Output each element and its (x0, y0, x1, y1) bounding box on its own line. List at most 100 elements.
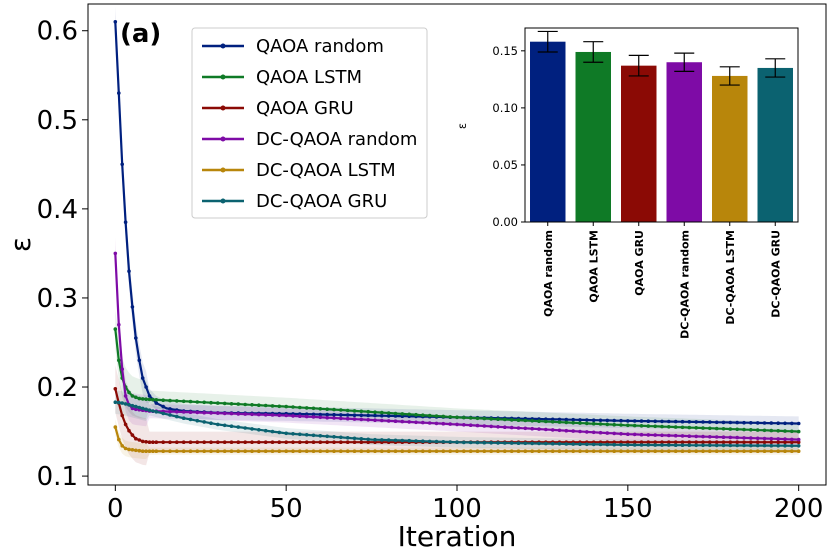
series-marker (291, 449, 295, 454)
series-marker (120, 401, 124, 405)
series-marker (714, 420, 719, 425)
series-marker (284, 413, 289, 418)
series-marker (284, 440, 289, 445)
series-marker (667, 433, 671, 438)
series-marker (462, 423, 466, 427)
series-marker (530, 419, 534, 423)
series-marker (796, 437, 801, 442)
main-plot: 0 50 100 150 200 0.1 0.2 0.3 0.4 0.5 0.6 Iteratio… (4, 3, 827, 553)
series-marker (769, 421, 774, 425)
series-marker (318, 449, 323, 454)
series-marker (776, 421, 780, 426)
series-marker (462, 449, 466, 454)
series-marker (154, 449, 159, 454)
series-marker (489, 449, 494, 454)
series-marker (168, 413, 172, 417)
series-marker (571, 429, 575, 433)
series-marker (578, 418, 582, 422)
series-marker (243, 402, 247, 407)
series-marker (339, 413, 343, 417)
series-marker (550, 428, 555, 432)
series-band (115, 365, 799, 466)
series-marker (373, 413, 377, 418)
series-marker (311, 433, 316, 438)
series-marker (591, 418, 596, 423)
main-y-tick-label: 0.4 (37, 195, 78, 225)
series-marker (209, 421, 213, 426)
series-marker (147, 394, 152, 398)
series-marker (626, 440, 630, 445)
legend-marker (220, 74, 226, 80)
series-marker (325, 449, 330, 454)
series-marker (181, 410, 186, 414)
series-marker (257, 412, 261, 417)
series-marker (144, 385, 148, 389)
series-marker (530, 441, 534, 446)
series-marker (421, 439, 425, 444)
series-marker (123, 402, 128, 406)
series-marker (455, 422, 459, 427)
series-marker (298, 414, 302, 419)
series-marker (557, 417, 562, 422)
series-marker (646, 433, 651, 437)
series-marker (564, 449, 569, 454)
series-band (115, 419, 799, 459)
series-marker (134, 407, 138, 412)
series-marker (366, 440, 371, 445)
series-marker (154, 440, 159, 445)
series-marker (345, 416, 350, 421)
series-marker (386, 414, 391, 418)
inset-y-ticks: 0.00 0.05 0.10 0.15 (492, 44, 525, 229)
series-marker (229, 424, 234, 429)
legend: QAOA random QAOA LSTM QAOA GRU DC-QAOA rand… (191, 27, 428, 219)
series-marker (598, 449, 603, 454)
series-marker (202, 449, 206, 454)
series-marker (708, 435, 712, 439)
series-marker (195, 418, 200, 423)
series-marker (209, 411, 213, 415)
series-marker (714, 449, 719, 454)
series-marker (537, 441, 541, 446)
main-x-tick-label: 100 (432, 494, 482, 524)
series-marker (646, 449, 651, 454)
series-marker (482, 449, 487, 454)
series-marker (352, 449, 357, 454)
series-marker (612, 422, 616, 427)
main-x-tick-label: 0 (107, 494, 124, 524)
series-marker (626, 419, 630, 423)
series-marker (721, 427, 726, 431)
series-marker (257, 403, 261, 408)
series-marker (441, 449, 446, 454)
main-y-tick-label: 0.1 (37, 462, 78, 492)
series-marker (687, 425, 692, 430)
series-marker (482, 440, 487, 445)
series-marker (386, 419, 391, 423)
series-marker (318, 434, 323, 438)
series-marker (352, 417, 357, 421)
series-marker (130, 448, 135, 452)
series-marker (632, 432, 637, 437)
legend-label: QAOA GRU (256, 98, 354, 119)
series-marker (325, 440, 330, 445)
series-marker (605, 422, 610, 427)
series-marker (612, 449, 616, 454)
series-marker (544, 449, 548, 454)
series-marker (229, 402, 234, 406)
series-marker (673, 419, 678, 424)
series-marker (216, 411, 220, 415)
series-marker (393, 411, 398, 416)
series-marker (530, 426, 534, 431)
series-marker (263, 413, 268, 417)
series-marker (591, 430, 596, 435)
series-marker (222, 423, 227, 428)
series-marker (571, 421, 575, 425)
series-marker (216, 401, 220, 405)
series-marker (503, 441, 507, 445)
series-marker (202, 420, 206, 424)
series-marker (578, 429, 582, 434)
series-marker (585, 418, 589, 422)
series-marker (701, 420, 705, 424)
series-marker (222, 401, 227, 406)
series-marker (151, 397, 155, 402)
series-marker (137, 358, 142, 363)
